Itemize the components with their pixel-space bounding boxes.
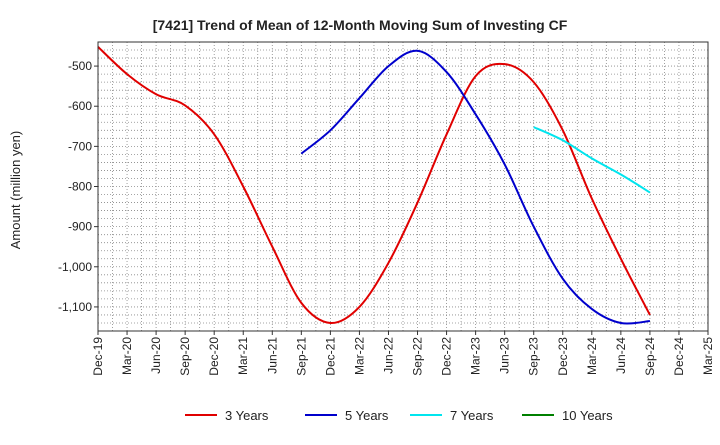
y-tick-label: -500 <box>68 59 92 73</box>
x-tick-label: Mar-25 <box>701 337 715 375</box>
x-tick-label: Dec-20 <box>207 337 221 376</box>
x-tick-label: Dec-24 <box>672 337 686 376</box>
legend-label-10-years: 10 Years <box>562 408 613 423</box>
x-tick-label: Jun-20 <box>149 337 163 374</box>
grid-layer <box>97 41 709 332</box>
y-axis-label: Amount (million yen) <box>8 131 23 250</box>
series-layer <box>97 46 651 325</box>
series-line-7-years <box>533 126 651 194</box>
y-tick-label: -600 <box>68 99 92 113</box>
x-tick-label: Mar-23 <box>469 337 483 375</box>
x-tick-label: Sep-23 <box>527 337 541 376</box>
x-tick-label: Mar-20 <box>120 337 134 375</box>
x-tick-label: Dec-22 <box>440 337 454 376</box>
x-tick-label: Mar-24 <box>585 337 599 375</box>
series-line-5-years <box>300 49 650 325</box>
y-tick-label: -900 <box>68 220 92 234</box>
x-tick-label: Jun-22 <box>381 337 395 374</box>
x-tick-label: Sep-22 <box>411 337 425 376</box>
y-tick-label: -1,100 <box>58 300 92 314</box>
y-tick-label: -800 <box>68 180 92 194</box>
x-tick-label: Sep-24 <box>643 337 657 376</box>
legend: 3 Years 5 Years 7 Years 10 Years <box>185 408 613 423</box>
y-tick-label: -1,000 <box>58 260 92 274</box>
legend-label-3-years: 3 Years <box>225 408 269 423</box>
x-tick-label: Jun-23 <box>498 337 512 374</box>
legend-label-7-years: 7 Years <box>450 408 494 423</box>
x-tick-label: Jun-21 <box>265 337 279 374</box>
series-line-3-years <box>97 46 651 325</box>
x-tick-label: Sep-20 <box>178 337 192 376</box>
x-tick-label: Mar-21 <box>236 337 250 375</box>
axis-layer: -500 -600 -700 -800 -900 -1,000 -1,100 Dec-19 Ma… <box>58 41 715 376</box>
x-tick-label: Sep-21 <box>294 337 308 376</box>
chart-title: [7421] Trend of Mean of 12-Month Moving … <box>153 17 568 33</box>
x-tick-label: Mar-22 <box>352 337 366 375</box>
x-tick-label: Dec-23 <box>556 337 570 376</box>
x-tick-label: Dec-19 <box>91 337 105 376</box>
x-tick-label: Jun-24 <box>614 337 628 374</box>
x-tick-label: Dec-21 <box>323 337 337 376</box>
y-tick-label: -700 <box>68 139 92 153</box>
legend-label-5-years: 5 Years <box>345 408 389 423</box>
